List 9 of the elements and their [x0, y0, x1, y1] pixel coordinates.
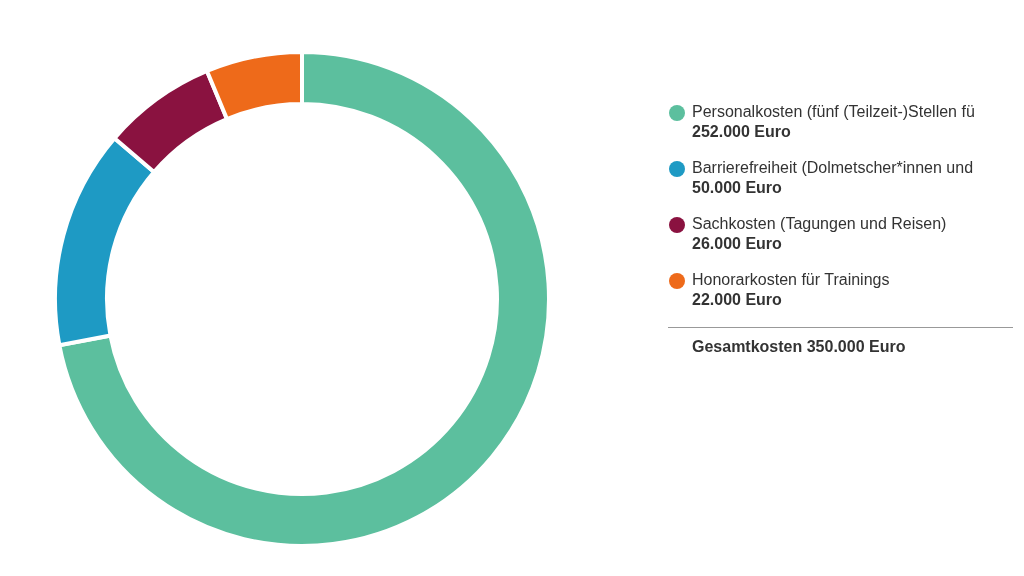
text: Gesamtkosten 350.000 Euro — [668, 327, 1013, 356]
data-label: 26.000 Euro — [692, 235, 783, 253]
legend-label: Barrierefreiheit (Dolmetscher*innen und — [692, 159, 974, 177]
legend-label: Personalkosten (fünf (Teilzeit-)Stellen fü — [692, 103, 975, 121]
legend-label: Honorarkosten für Trainings — [692, 271, 890, 289]
data-label: 252.000 Euro — [692, 123, 792, 141]
legend-label: Sachkosten (Tagungen und Reisen) — [692, 215, 947, 233]
data-label: 22.000 Euro — [692, 291, 783, 309]
data-label: 50.000 Euro — [692, 179, 783, 197]
